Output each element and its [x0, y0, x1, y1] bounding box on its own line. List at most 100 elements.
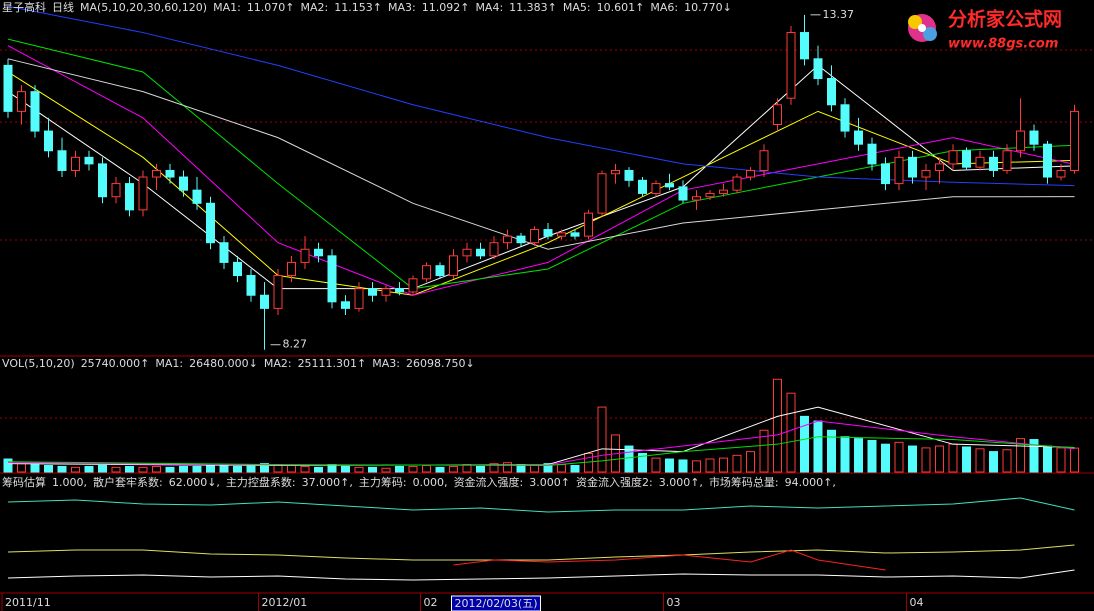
candle-body	[314, 248, 323, 257]
legend-text: MA5:	[563, 1, 591, 14]
indicator-line	[7, 497, 1075, 513]
candle-body	[219, 242, 229, 263]
volume-bar	[746, 451, 755, 473]
legend-text: 筹码估算	[2, 475, 46, 489]
legend-text: 市场筹码总量:	[709, 475, 779, 489]
volume-bar	[300, 465, 310, 473]
legend-text: 62.000↓,	[169, 476, 220, 489]
volume-bar	[732, 454, 742, 473]
volume-bar	[395, 465, 404, 473]
date-label: 2011/11	[5, 596, 51, 609]
candle-body	[962, 150, 971, 168]
volume-bar	[975, 448, 985, 473]
candle-body	[624, 169, 634, 181]
volume-bar	[530, 465, 539, 473]
candle-body	[881, 163, 890, 185]
candle-body	[921, 169, 931, 178]
indicator-line	[7, 45, 1075, 296]
legend-text: MA(5,10,20,30,60,120)	[80, 1, 207, 14]
volume-bar	[651, 457, 661, 473]
annotation-label: 8.27	[283, 338, 308, 351]
candle-body	[719, 189, 728, 194]
legend-text: 3.000↑,	[659, 476, 703, 489]
volume-bar	[948, 443, 958, 473]
date-label: 2012/01	[262, 596, 308, 609]
legend-text: 主力筹码:	[359, 475, 407, 489]
legend-text: 日线	[52, 0, 74, 14]
legend-text: MA2:	[264, 357, 292, 370]
candle-body	[746, 169, 755, 178]
candle-body	[800, 32, 809, 60]
volume-bar	[854, 438, 863, 473]
volume-bar	[1002, 449, 1012, 473]
volume-bar	[219, 464, 229, 473]
volume-bar	[1056, 447, 1066, 473]
candle-body	[125, 183, 134, 211]
candle-body	[908, 156, 917, 178]
volume-bar	[408, 465, 418, 473]
candle-body	[476, 248, 485, 257]
volume-bar	[894, 441, 904, 473]
legend-text: 10.601↑	[597, 1, 645, 14]
candle-body	[57, 150, 67, 171]
legend-text: 10.770↓	[684, 1, 732, 14]
volume-bar	[3, 458, 13, 473]
legend-text: MA4:	[475, 1, 503, 14]
indicator-line	[7, 71, 1075, 296]
candle-body	[1029, 130, 1039, 145]
volume-bar	[138, 466, 148, 473]
candle-body	[111, 183, 121, 198]
candle-body	[975, 156, 985, 168]
legend-text: 资金流入强度2:	[576, 475, 653, 489]
volume-bar	[786, 392, 796, 473]
candle-body	[71, 156, 80, 171]
volume-bar	[246, 465, 256, 473]
volume-bar	[1043, 445, 1052, 473]
panel-frames	[0, 49, 1094, 594]
volume-bar	[543, 463, 553, 473]
legend-text: 26098.750↓	[406, 357, 475, 370]
volume-bar	[287, 465, 296, 473]
volume-bar	[557, 464, 566, 473]
candle-body	[678, 186, 688, 201]
legend-text: 11.383↑	[509, 1, 557, 14]
candle-body	[287, 261, 296, 277]
candle-body	[665, 183, 674, 188]
volume-bar	[773, 378, 782, 473]
candle-body	[3, 64, 13, 112]
legend-text: MA1:	[213, 1, 241, 14]
legend-text: 资金流入强度:	[454, 475, 524, 489]
volume-bar	[314, 466, 323, 473]
candle-body	[449, 255, 458, 277]
candle-body	[138, 176, 148, 211]
legend-text: 主力控盘系数:	[226, 475, 296, 489]
volume-bar	[827, 429, 836, 473]
legend-text: 11.153↑	[334, 1, 382, 14]
volume-bar	[165, 466, 175, 473]
legend-text: 26480.000↓	[189, 357, 258, 370]
logo-flower	[918, 24, 926, 32]
candle-body	[1070, 110, 1079, 171]
candle-body	[894, 156, 904, 185]
volume-bar	[233, 465, 242, 473]
volume-bar	[422, 465, 431, 473]
candle-body	[489, 242, 499, 257]
logo-flower	[908, 15, 922, 29]
candle-body	[341, 301, 350, 309]
legend-text: 星子高科	[2, 0, 46, 14]
legend-text: VOL(5,10,20)	[2, 357, 75, 370]
indicator-line	[7, 58, 1075, 250]
volume-bar	[179, 465, 188, 473]
candle-body	[1016, 130, 1025, 152]
cursor-date-box	[451, 595, 541, 611]
candle-body	[17, 91, 26, 112]
volume-bar	[759, 429, 769, 473]
cursor-date: 2012/02/03(五)	[455, 597, 538, 610]
volume-bar	[381, 467, 391, 473]
volume-bar	[30, 464, 40, 473]
candle-body	[233, 261, 242, 277]
volume-bar	[678, 459, 688, 473]
candle-body	[44, 130, 53, 152]
candle-body	[98, 163, 107, 198]
candle-body	[732, 176, 742, 191]
